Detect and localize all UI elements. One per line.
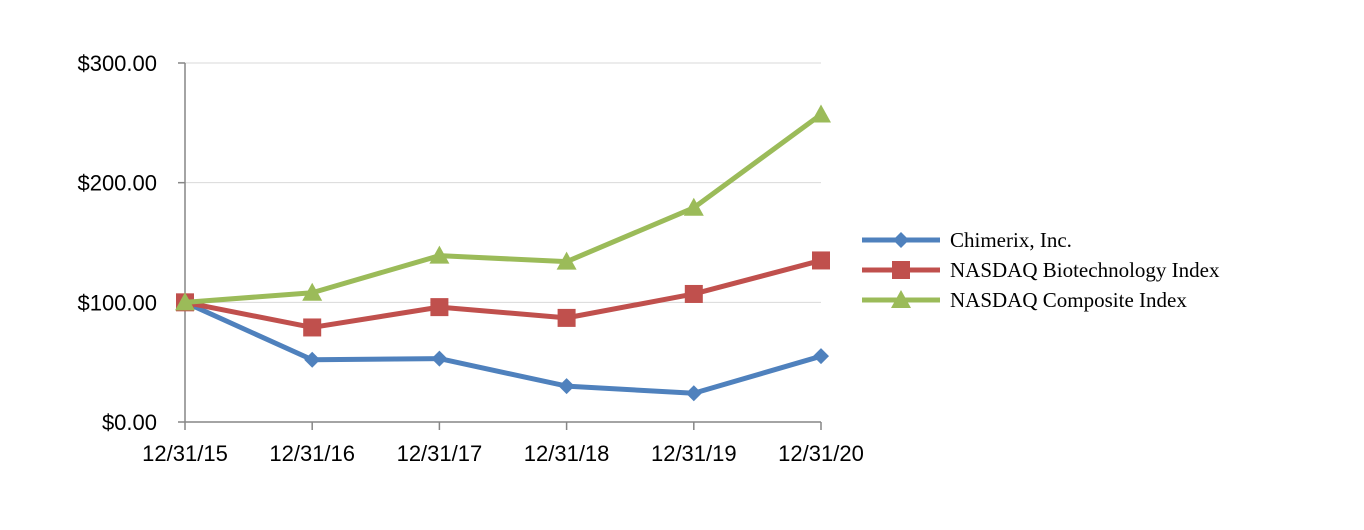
data-point xyxy=(431,350,448,367)
legend-marker xyxy=(891,290,911,308)
data-point xyxy=(429,245,450,264)
y-axis-ticks: $0.00 $100.00 $200.00 $300.00 xyxy=(77,51,185,435)
series-1 xyxy=(176,251,830,337)
data-point xyxy=(302,282,323,301)
data-point xyxy=(558,378,575,395)
x-tick-label: 12/31/20 xyxy=(778,441,864,466)
legend-entry: NASDAQ Composite Index xyxy=(862,288,1187,312)
data-point xyxy=(557,308,576,327)
series-line xyxy=(183,300,822,396)
data-point xyxy=(303,318,322,337)
legend-label: NASDAQ Biotechnology Index xyxy=(950,258,1220,282)
legend-label: Chimerix, Inc. xyxy=(950,228,1072,252)
data-point xyxy=(811,104,831,123)
series-2 xyxy=(175,104,831,311)
data-point xyxy=(683,197,704,216)
series-group xyxy=(175,104,831,402)
legend-marker xyxy=(892,261,910,279)
legend-label: NASDAQ Composite Index xyxy=(950,288,1187,312)
data-point xyxy=(430,298,449,317)
legend-marker xyxy=(893,232,909,248)
series-line xyxy=(184,258,822,330)
legend: Chimerix, Inc. NASDAQ Biotechnology Index… xyxy=(862,228,1220,312)
legend-entry: NASDAQ Biotechnology Index xyxy=(862,258,1220,282)
gridlines xyxy=(185,62,821,303)
axes xyxy=(184,63,821,423)
x-axis-ticks: 12/31/15 12/31/16 12/31/17 12/31/18 12/31/19… xyxy=(142,422,864,466)
x-tick-label: 12/31/16 xyxy=(269,441,355,466)
series-line xyxy=(184,112,823,305)
data-point xyxy=(684,284,703,303)
y-tick-label: $200.00 xyxy=(77,171,157,196)
data-point xyxy=(556,251,577,270)
data-point xyxy=(304,351,321,368)
data-point xyxy=(685,385,702,402)
y-tick-label: $0.00 xyxy=(102,410,157,435)
data-point xyxy=(175,292,195,311)
x-tick-label: 12/31/18 xyxy=(524,441,610,466)
y-tick-label: $100.00 xyxy=(77,290,157,315)
x-tick-label: 12/31/19 xyxy=(651,441,737,466)
legend-entry: Chimerix, Inc. xyxy=(862,228,1072,252)
x-tick-label: 12/31/15 xyxy=(142,441,228,466)
data-point xyxy=(813,348,829,365)
x-tick-label: 12/31/17 xyxy=(397,441,483,466)
data-point xyxy=(812,251,830,270)
y-tick-label: $300.00 xyxy=(77,51,157,76)
